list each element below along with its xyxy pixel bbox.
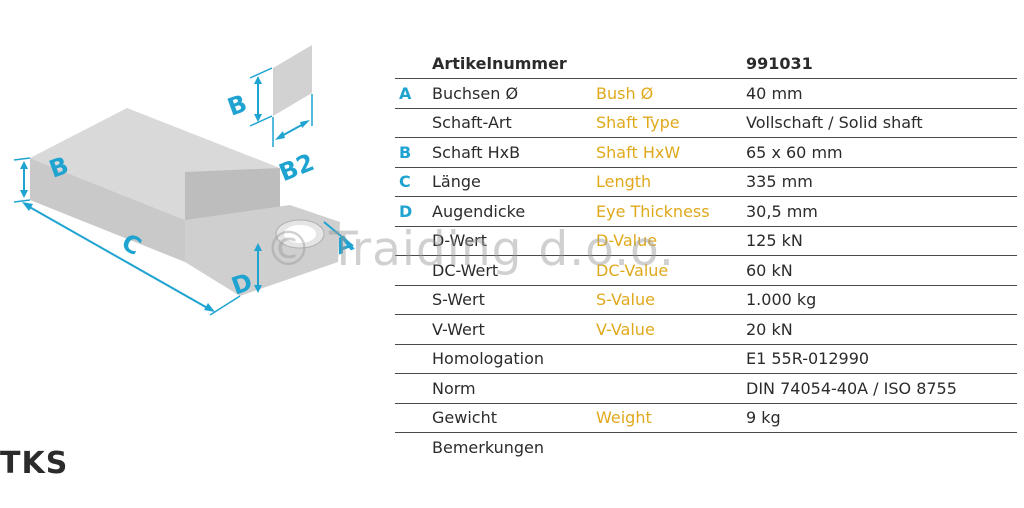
row-value: E1 55R-012990 xyxy=(746,344,1017,374)
row-label-en: Length xyxy=(596,167,746,197)
row-label-en: Shaft HxW xyxy=(596,137,746,168)
table-row: A Buchsen Ø Bush Ø 40 mm xyxy=(395,78,1017,109)
row-letter xyxy=(395,344,432,374)
spec-table: Artikelnummer 991031 A Buchsen Ø Bush Ø 40 … xyxy=(395,48,1017,462)
row-label-de: Gewicht xyxy=(432,403,596,433)
row-label-en: V-Value xyxy=(596,314,746,345)
table-row: DC-Wert DC-Value 60 kN xyxy=(395,255,1017,286)
row-label-de: Schaft HxB xyxy=(432,137,596,168)
row-letter xyxy=(395,314,432,345)
row-label-en xyxy=(596,373,746,404)
shaft-cross-section xyxy=(273,45,312,116)
table-row: Schaft-Art Shaft Type Vollschaft / Solid s… xyxy=(395,108,1017,138)
article-number-value: 991031 xyxy=(746,48,1017,79)
row-letter xyxy=(395,403,432,433)
article-number-label: Artikelnummer xyxy=(432,48,596,79)
row-label-de: Bemerkungen xyxy=(432,437,545,457)
row-label-de: Schaft-Art xyxy=(432,108,596,138)
brand-logo-fragment: TKS xyxy=(0,446,69,481)
row-label-de: D-Wert xyxy=(432,226,596,256)
table-row: D Augendicke Eye Thickness 30,5 mm xyxy=(395,196,1017,227)
row-value: DIN 74054-40A / ISO 8755 xyxy=(746,373,1017,404)
table-row: Gewicht Weight 9 kg xyxy=(395,403,1017,433)
row-letter: C xyxy=(395,167,432,197)
row-value: 125 kN xyxy=(746,226,1017,256)
watermark: © Traiding d.o.o. xyxy=(265,222,675,277)
row-letter xyxy=(395,285,432,315)
row-value: 40 mm xyxy=(746,78,1017,109)
row-label-de: Norm xyxy=(432,373,596,404)
row-value: 1.000 kg xyxy=(746,285,1017,315)
row-letter: B xyxy=(395,137,432,168)
row-label-en: Shaft Type xyxy=(596,108,746,138)
row-label-en: S-Value xyxy=(596,285,746,315)
row-label-de: S-Wert xyxy=(432,285,596,315)
row-value: 30,5 mm xyxy=(746,196,1017,227)
row-label-en: D-Value xyxy=(596,226,746,256)
table-row: Homologation E1 55R-012990 xyxy=(395,344,1017,374)
row-label-de: Augendicke xyxy=(432,196,596,227)
row-label-de: Buchsen Ø xyxy=(432,78,596,109)
header-letter-cell xyxy=(395,48,432,79)
row-letter xyxy=(395,108,432,138)
row-letter xyxy=(395,226,432,256)
row-value: 60 kN xyxy=(746,255,1017,286)
table-header-row: Artikelnummer 991031 xyxy=(395,48,1017,79)
row-letter xyxy=(395,433,432,462)
table-row: Bemerkungen xyxy=(395,433,1017,462)
row-label-en: Weight xyxy=(596,403,746,433)
row-letter xyxy=(395,373,432,404)
row-label-de: V-Wert xyxy=(432,314,596,345)
row-letter: A xyxy=(395,78,432,109)
row-letter: D xyxy=(395,196,432,227)
dim-b2-label: B2 xyxy=(275,148,318,187)
row-label-en xyxy=(596,344,746,374)
row-value: 335 mm xyxy=(746,167,1017,197)
dim-b-label-top: B xyxy=(224,89,251,122)
table-row: D-Wert D-Value 125 kN xyxy=(395,226,1017,256)
row-label-de: Homologation xyxy=(432,344,596,374)
row-value xyxy=(746,433,1017,462)
table-row: Norm DIN 74054-40A / ISO 8755 xyxy=(395,373,1017,404)
row-label-de: DC-Wert xyxy=(432,255,596,286)
row-label-en xyxy=(596,433,746,462)
table-row: C Länge Length 335 mm xyxy=(395,167,1017,197)
table-row: B Schaft HxB Shaft HxW 65 x 60 mm xyxy=(395,137,1017,168)
row-label-en: DC-Value xyxy=(596,255,746,286)
header-en-cell xyxy=(596,48,746,79)
row-value: Vollschaft / Solid shaft xyxy=(746,108,1017,138)
table-row: V-Wert V-Value 20 kN xyxy=(395,314,1017,345)
row-letter xyxy=(395,255,432,286)
row-value: 65 x 60 mm xyxy=(746,137,1017,168)
row-label-de: Länge xyxy=(432,167,596,197)
technical-drawing: B B2 B C D A xyxy=(13,45,357,316)
row-label-en: Eye Thickness xyxy=(596,196,746,227)
row-label-en: Bush Ø xyxy=(596,78,746,109)
row-value: 20 kN xyxy=(746,314,1017,345)
row-value: 9 kg xyxy=(746,403,1017,433)
shaft-side-face xyxy=(30,158,185,262)
table-row: S-Wert S-Value 1.000 kg xyxy=(395,285,1017,315)
